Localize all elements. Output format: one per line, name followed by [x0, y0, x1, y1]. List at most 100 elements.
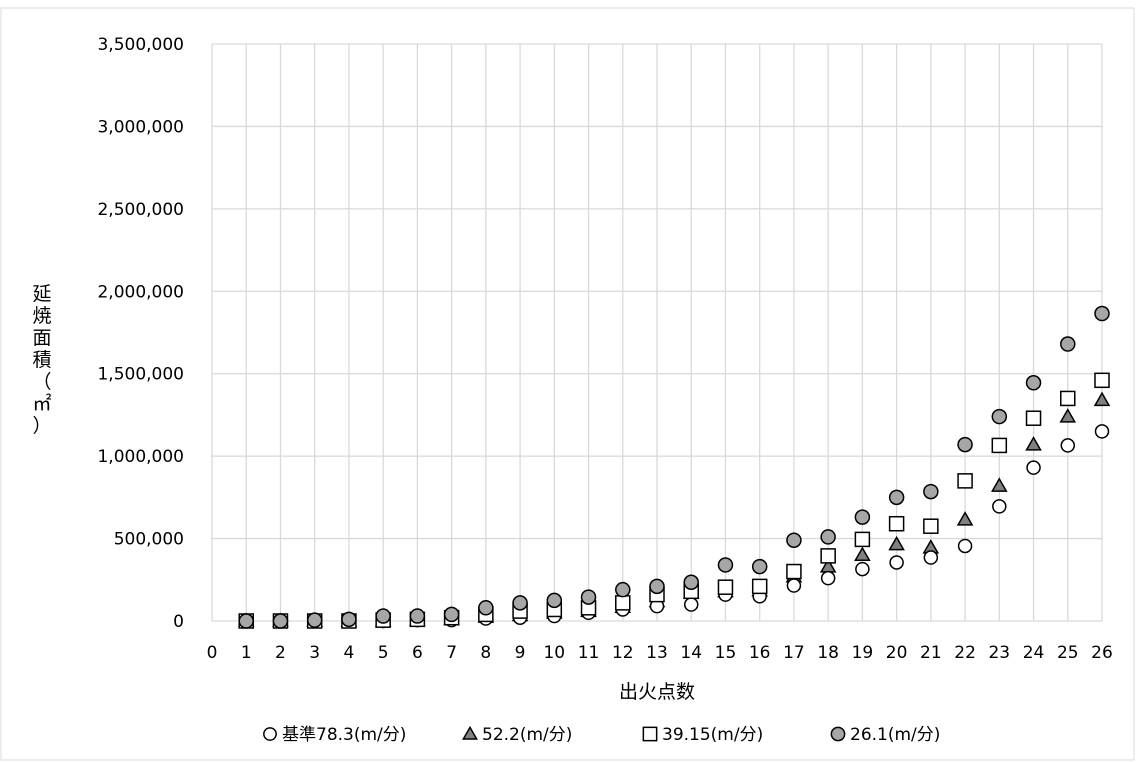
legend-label: 39.15(m/分)	[662, 725, 763, 745]
x-tick-label: 21	[920, 643, 942, 663]
data-point	[238, 613, 254, 629]
y-tick-label: 2,000,000	[97, 282, 184, 302]
gridlines	[211, 43, 1103, 622]
legend-label: 基準78.3(m/分)	[282, 725, 406, 745]
x-tick-label: 8	[480, 643, 491, 663]
y-axis-title-char: （	[32, 371, 51, 393]
data-point	[751, 558, 768, 575]
x-tick-label: 15	[715, 643, 737, 663]
data-points	[237, 305, 1111, 629]
x-tick-label: 6	[412, 643, 423, 663]
data-point	[478, 600, 494, 616]
x-tick-label: 1	[241, 643, 252, 663]
data-point	[409, 608, 426, 624]
data-point	[306, 612, 323, 628]
data-point	[992, 499, 1007, 514]
data-point	[956, 511, 974, 526]
data-point	[341, 611, 357, 628]
data-point	[957, 473, 973, 489]
data-point	[717, 557, 734, 573]
x-tick-label: 23	[988, 643, 1010, 663]
y-tick-label: 2,500,000	[97, 200, 184, 220]
x-tick-label: 9	[515, 643, 526, 663]
y-tick-label: 0	[173, 612, 184, 632]
legend-label: 26.1(m/分)	[850, 725, 940, 745]
data-point	[820, 529, 836, 545]
legend-marker	[462, 725, 478, 740]
data-point	[923, 483, 939, 500]
x-tick-label: 5	[378, 643, 389, 663]
data-point	[717, 579, 734, 595]
data-point	[1059, 408, 1077, 423]
y-tick-label: 1,000,000	[97, 447, 184, 467]
x-tick-label: 3	[309, 643, 320, 663]
x-tick-label: 18	[817, 643, 839, 663]
data-point	[1025, 375, 1042, 391]
data-point	[546, 592, 563, 609]
data-point	[854, 531, 871, 548]
x-tick-label: 14	[680, 643, 702, 663]
legend: 基準78.3(m/分) 52.2(m/分) 39.15(m/分) 26.1(m/分)	[263, 725, 940, 745]
data-point	[1060, 438, 1076, 453]
x-tick-label: 17	[783, 643, 805, 663]
data-point	[615, 595, 631, 611]
data-point	[1093, 391, 1111, 407]
data-point	[615, 581, 631, 598]
y-tick-label: 3,500,000	[97, 35, 184, 55]
x-tick-label: 2	[275, 643, 286, 663]
x-tick-label: 26	[1091, 643, 1113, 663]
data-point	[855, 561, 870, 577]
data-point	[957, 538, 973, 554]
y-axis-tick-labels: 0 500,000 1,000,000 1,500,000 2,000,000 2,500…	[97, 35, 184, 632]
legend-label: 52.2(m/分)	[482, 725, 572, 745]
data-point	[512, 595, 528, 611]
legend-marker	[263, 727, 277, 741]
data-point	[991, 408, 1008, 425]
data-point	[443, 606, 460, 623]
data-point	[820, 570, 836, 586]
data-point	[751, 578, 768, 595]
data-point	[888, 489, 905, 506]
y-tick-label: 3,000,000	[97, 117, 184, 137]
x-axis-tick-labels: 0 1 2 3 4 5 6 7 8 9 10 11 12 13 14 15 16 17 18 19 20 21 22 23 24…	[207, 643, 1113, 663]
x-tick-label: 24	[1023, 643, 1045, 663]
data-point	[683, 597, 699, 612]
data-point	[820, 548, 836, 564]
data-point	[649, 578, 665, 595]
data-point	[1025, 436, 1042, 451]
y-tick-label: 1,500,000	[97, 365, 184, 385]
data-point	[1060, 336, 1076, 352]
x-tick-label: 10	[543, 643, 565, 663]
data-point	[786, 578, 802, 593]
data-point	[889, 555, 904, 570]
data-point	[923, 518, 939, 534]
data-point	[854, 546, 871, 562]
x-tick-label: 4	[344, 643, 355, 663]
data-point	[991, 437, 1008, 454]
data-point	[580, 589, 597, 605]
data-point	[786, 532, 802, 548]
data-point	[1026, 460, 1041, 475]
y-axis-title-char: 延	[32, 283, 51, 305]
data-point	[888, 515, 905, 532]
y-axis-title-char: 積	[32, 349, 51, 371]
data-point	[923, 550, 939, 565]
y-axis-title-char: 面	[32, 327, 51, 349]
x-tick-label: 16	[749, 643, 771, 663]
x-tick-label: 0	[207, 643, 218, 663]
x-tick-label: 19	[852, 643, 874, 663]
data-point	[272, 613, 289, 629]
chart-frame	[0, 7, 1135, 761]
data-point	[957, 436, 973, 453]
y-tick-label: 500,000	[114, 530, 184, 550]
x-tick-label: 25	[1057, 643, 1079, 663]
y-axis-title-char: ）	[32, 415, 51, 437]
y-axis-title-char: ㎡	[32, 392, 51, 415]
data-point	[854, 509, 871, 525]
y-axis-title-char: 焼	[32, 305, 51, 327]
data-point	[1094, 372, 1110, 389]
data-point	[683, 574, 699, 591]
data-point	[786, 563, 802, 580]
legend-marker	[830, 726, 846, 742]
